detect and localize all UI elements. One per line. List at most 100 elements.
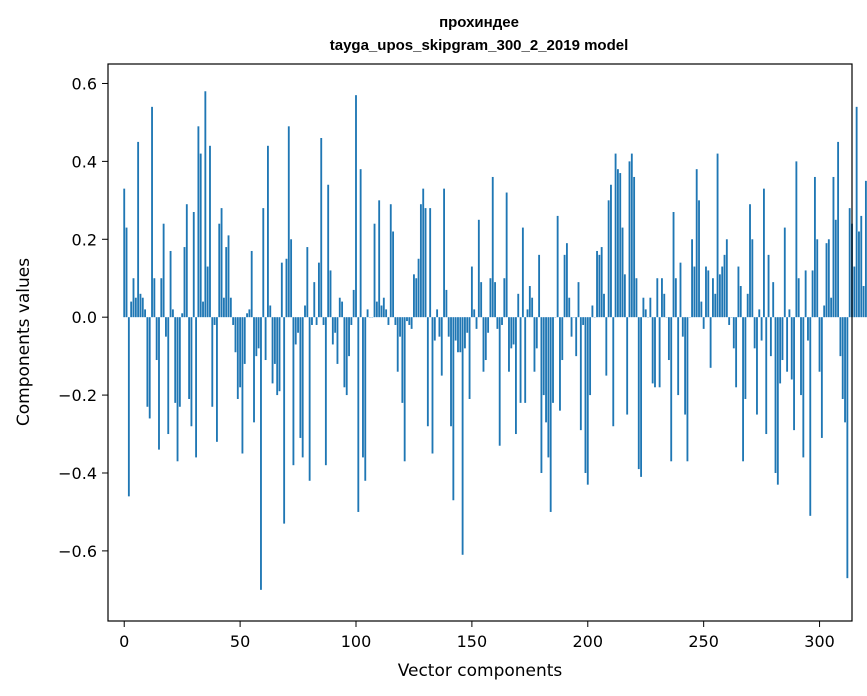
bar-128 <box>419 204 422 318</box>
bar-8 <box>141 297 144 318</box>
bar-64 <box>271 317 274 384</box>
bar-38 <box>211 317 214 407</box>
bar-56 <box>253 317 255 423</box>
bar-279 <box>769 317 772 357</box>
bar-263 <box>732 317 735 349</box>
bar-286 <box>786 317 789 372</box>
bar-99 <box>352 289 355 318</box>
bar-13 <box>153 278 156 318</box>
bar-243 <box>686 317 689 462</box>
bar-245 <box>691 239 693 318</box>
bar-67 <box>278 317 281 392</box>
bar-312 <box>846 317 849 579</box>
bar-177 <box>533 317 536 372</box>
bar-168 <box>512 317 515 345</box>
bar-119 <box>399 317 401 337</box>
bar-77 <box>301 317 304 458</box>
bar-139 <box>445 289 448 318</box>
bar-121 <box>403 317 406 462</box>
bar-310 <box>841 317 844 399</box>
bar-18 <box>165 317 167 337</box>
bar-82 <box>313 282 316 318</box>
bar-230 <box>656 278 659 318</box>
bar-232 <box>661 278 663 318</box>
bar-212 <box>614 153 617 318</box>
bar-261 <box>728 317 731 325</box>
bar-14 <box>155 317 158 361</box>
bar-287 <box>788 309 791 318</box>
bar-159 <box>491 176 494 318</box>
bar-223 <box>640 317 643 477</box>
bar-231 <box>658 317 661 388</box>
bar-187 <box>556 215 559 318</box>
bar-147 <box>464 317 466 349</box>
bar-61 <box>264 317 267 361</box>
bar-276 <box>763 188 765 318</box>
bar-46 <box>229 297 232 318</box>
bar-284 <box>781 317 784 361</box>
bar-154 <box>480 282 483 318</box>
bar-36 <box>206 266 209 318</box>
bar-298 <box>813 176 816 318</box>
bar-228 <box>651 317 654 384</box>
bar-242 <box>684 317 687 415</box>
bar-37 <box>209 145 211 318</box>
x-axis: 0 50 100 150 200 250 300 <box>119 621 835 651</box>
bar-80 <box>308 317 311 481</box>
bar-237 <box>672 212 675 318</box>
bar-22 <box>174 317 177 403</box>
bar-248 <box>698 200 700 318</box>
bar-265 <box>737 266 740 318</box>
bar-124 <box>410 317 413 329</box>
bar-114 <box>387 317 390 325</box>
bar-48 <box>234 317 237 353</box>
bar-209 <box>607 200 610 318</box>
bar-247 <box>695 169 698 318</box>
bar-211 <box>612 317 615 427</box>
bar-241 <box>681 317 684 337</box>
bar-131 <box>426 317 429 427</box>
bar-103 <box>362 317 364 458</box>
bar-96 <box>345 317 348 396</box>
bar-44 <box>225 247 228 318</box>
x-tick-label: 50 <box>230 632 250 651</box>
bar-175 <box>528 286 531 318</box>
bar-283 <box>779 317 782 384</box>
bar-301 <box>820 317 823 438</box>
bar-173 <box>524 317 527 403</box>
bar-118 <box>396 317 399 372</box>
bar-9 <box>144 309 147 318</box>
bar-200 <box>586 317 589 485</box>
bar-3 <box>130 301 133 318</box>
bar-21 <box>171 309 174 318</box>
x-tick-label: 250 <box>688 632 719 651</box>
bar-305 <box>830 297 833 318</box>
bar-239 <box>677 317 680 396</box>
bar-94 <box>341 301 344 318</box>
bar-153 <box>477 219 480 318</box>
bar-87 <box>324 317 327 466</box>
bar-167 <box>510 317 513 349</box>
bar-160 <box>494 282 496 318</box>
bar-299 <box>816 239 819 318</box>
bar-197 <box>579 317 582 431</box>
bar-148 <box>466 317 469 333</box>
bar-213 <box>616 169 619 318</box>
bar-7 <box>139 293 142 318</box>
bar-296 <box>809 317 812 516</box>
bar-74 <box>294 317 297 345</box>
bar-145 <box>459 317 462 353</box>
bar-6 <box>137 141 140 318</box>
bar-113 <box>385 309 388 318</box>
bar-58 <box>257 317 260 349</box>
bar-295 <box>807 317 809 341</box>
bar-277 <box>765 317 768 435</box>
bar-90 <box>331 317 334 345</box>
bar-151 <box>473 309 476 318</box>
bar-32 <box>197 126 200 318</box>
bar-183 <box>547 317 550 458</box>
bar-185 <box>552 317 554 403</box>
bar-204 <box>596 250 598 318</box>
bar-144 <box>457 317 459 353</box>
